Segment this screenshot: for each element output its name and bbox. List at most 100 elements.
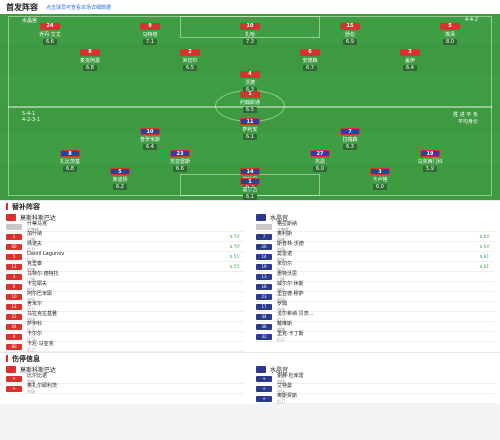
- player-name: 克里泰: [27, 260, 43, 267]
- player-name: 里亚德·穆萨: [277, 290, 304, 297]
- player-name: 奥利斯: [277, 230, 293, 237]
- away-player-9[interactable]: 3 卡卢格 6.0: [350, 168, 410, 190]
- home-player-0[interactable]: 24 乔丹·艾尤 6.6: [20, 22, 80, 45]
- home-player-1[interactable]: 9 马特塔 7.1: [120, 22, 180, 45]
- sub-away-row-4[interactable]: 19 米切尔 后卫 ⇅ 81': [256, 261, 494, 272]
- player-position: 中场: [277, 286, 285, 292]
- away-player-7[interactable]: 5 库迪扬 6.2: [90, 168, 150, 190]
- subs-title-accent: [6, 203, 8, 210]
- jersey-number: 4: [240, 71, 260, 78]
- player-name: 加什纳: [27, 230, 43, 237]
- player-rating: 6.3: [243, 184, 257, 190]
- sub-away-row-7[interactable]: 23 里亚德·穆萨 中场: [256, 290, 494, 302]
- player-position: 中场: [27, 286, 35, 292]
- injury-heading: 伤停信息: [12, 354, 40, 363]
- player-position: 门将: [277, 276, 285, 282]
- sub-home-row-6[interactable]: 6 卡拉耶夫 中场: [6, 281, 244, 292]
- sub-away-row-11[interactable]: 32 里克·卡丁斯 后卫: [256, 330, 494, 342]
- number-badge: 13: [256, 273, 272, 280]
- away-player-2[interactable]: 7 拉瑞森 6.3: [320, 128, 380, 150]
- sub-home-row-1[interactable]: 1 加什纳 门将 ⇅ 70': [6, 230, 244, 242]
- player-name: Daniil Lagunov: [27, 250, 65, 257]
- substitution-icon: ⇅ 64': [479, 234, 490, 239]
- player-rating: 6.5: [183, 65, 197, 71]
- player-rating: 6.6: [43, 39, 57, 45]
- home-player-2[interactable]: 10 扎哈 7.3: [220, 22, 280, 45]
- inj-away-row-1[interactable]: + 艾特曼 中场: [256, 383, 494, 394]
- sub-home-row-9[interactable]: 22 马拉克拉基雅 中场: [6, 310, 244, 322]
- sub-away-row-0[interactable]: 格拉斯纳 主教练: [256, 221, 494, 232]
- away-player-3[interactable]: 8 扎比茨基 6.8: [40, 150, 100, 172]
- away-player-6[interactable]: 19 马克西门科 5.9: [400, 150, 460, 172]
- home-player-4[interactable]: 5 埃泽 8.0: [420, 22, 480, 45]
- player-position: 后卫: [277, 316, 285, 322]
- home-player-5[interactable]: 8 麦克阿瑟 6.8: [60, 48, 120, 71]
- player-name: 里克·卡丁斯: [277, 330, 304, 337]
- home-player-10[interactable]: 1 约翰斯通 6.5: [220, 90, 280, 113]
- substitution-icon: ⇅ 64': [479, 244, 490, 249]
- home-player-7[interactable]: 6 安德森 6.7: [280, 48, 340, 71]
- player-name: 沃德: [244, 80, 255, 86]
- sub-home-row-0[interactable]: 什蒂马克 主教练: [6, 221, 244, 232]
- player-name: 约翰斯通: [239, 100, 260, 106]
- sub-home-row-12[interactable]: 80 卡尼·马亚克 后卫: [6, 340, 244, 352]
- mid-info: 5-4-1 4-2-3-1 胜 进 平 负 平均身价: [22, 111, 478, 125]
- player-name: 埃泽: [444, 32, 455, 38]
- number-badge: +: [256, 385, 272, 392]
- sub-away-row-5[interactable]: 13 惠特沃思 门将: [256, 271, 494, 282]
- player-rating: 8.0: [443, 39, 457, 45]
- subs-section-title: 替补阵容: [0, 200, 500, 212]
- player-name: 奥斯贾斯: [277, 392, 298, 399]
- away-player-4[interactable]: 23 苏亚雷斯 6.6: [150, 150, 210, 172]
- inj-home-row-0[interactable]: + 比尔比诺 前锋: [6, 373, 244, 384]
- sub-home-row-11[interactable]: 4 卡尔尔 后卫: [6, 331, 244, 342]
- player-name: 卡尼·马亚克: [27, 340, 54, 347]
- inj-away-row-0[interactable]: + 谢赫·杜库雷 中场: [256, 373, 494, 384]
- player-rating: 7.3: [243, 39, 257, 45]
- sub-away-row-9[interactable]: 44 戈尔希纳·贝茨… 后卫: [256, 311, 494, 322]
- sub-home-row-3[interactable]: 5 Daniil Lagunov 后卫 ⇅ 55': [6, 250, 244, 262]
- away-player-5[interactable]: 27 杰恩 6.0: [290, 150, 350, 172]
- away-player-1[interactable]: 10 普罗米斯 6.4: [120, 128, 180, 150]
- home-player-3[interactable]: 15 舒伯 6.9: [320, 22, 380, 45]
- player-name: 马拉克拉基雅: [27, 310, 58, 317]
- number-badge: 1: [6, 233, 22, 240]
- sub-home-row-7[interactable]: 10 阿尔巴米耶 中场: [6, 290, 244, 302]
- sub-home-row-4[interactable]: 11 克里泰 前锋 ⇅ 55': [6, 260, 244, 272]
- jersey-number: 5: [110, 168, 130, 175]
- player-position: 后卫: [27, 256, 35, 262]
- sub-away-row-2[interactable]: 20 斯普林-沃德 中场 ⇅ 64': [256, 241, 494, 252]
- sub-away-row-3[interactable]: 14 莫雷诺 前锋 ⇅ 81': [256, 251, 494, 262]
- substitution-icon: ⇅ 55': [229, 264, 240, 269]
- player-position: 中场: [277, 246, 285, 252]
- substitution-icon: ⇅ 70': [229, 244, 240, 249]
- number-badge: 36: [256, 323, 272, 330]
- form-label: 胜 进 平 负: [453, 112, 478, 118]
- player-name: 阿尔巴米耶: [27, 290, 53, 297]
- palace-logo-icon: [256, 213, 266, 221]
- home-player-6[interactable]: 2 米切尔 6.5: [160, 48, 220, 71]
- number-badge: 3: [6, 273, 22, 280]
- inj-away-row-2[interactable]: + 奥斯贾斯 后卫: [256, 392, 494, 404]
- player-name: 库迪扬: [112, 177, 128, 183]
- injury-section-title: 伤停信息: [0, 352, 500, 364]
- player-name: 扎比茨基: [59, 159, 80, 165]
- sub-away-row-1[interactable]: 7 奥利斯 前锋 ⇅ 64': [256, 230, 494, 242]
- home-player-9[interactable]: 4 沃德 6.3: [220, 70, 280, 93]
- sub-away-row-10[interactable]: 36 戴维斯 前锋: [256, 321, 494, 332]
- jersey-number: 8: [60, 150, 80, 157]
- sub-home-row-10[interactable]: 44 萨伊科 后卫: [6, 321, 244, 332]
- away-player-10[interactable]: 1 塞尔吉 6.1: [220, 178, 280, 200]
- palace-logo-icon: [256, 365, 266, 373]
- inj-home-row-1[interactable]: + 奥扎尔耶利茨 中场: [6, 383, 244, 394]
- home-player-8[interactable]: 3 盖伊 6.4: [380, 48, 440, 71]
- lineup-header: 首发阵容 点击球员可查看本场详细数据: [0, 0, 500, 14]
- sub-home-row-8[interactable]: 12 舍米尔 后卫: [6, 301, 244, 312]
- sub-home-row-5[interactable]: 3 马特尔·德特托 门将: [6, 271, 244, 282]
- number-badge: +: [256, 395, 272, 402]
- away-player-0[interactable]: 11 萨利安 6.1: [220, 118, 280, 140]
- number-badge: 44: [6, 323, 22, 330]
- sub-away-row-6[interactable]: 18 威尔尔·休斯 中场: [256, 281, 494, 292]
- sub-away-row-8[interactable]: 17 罗姆 中场: [256, 301, 494, 312]
- sub-home-row-2[interactable]: 60 扬诺夫 后卫 ⇅ 70': [6, 241, 244, 252]
